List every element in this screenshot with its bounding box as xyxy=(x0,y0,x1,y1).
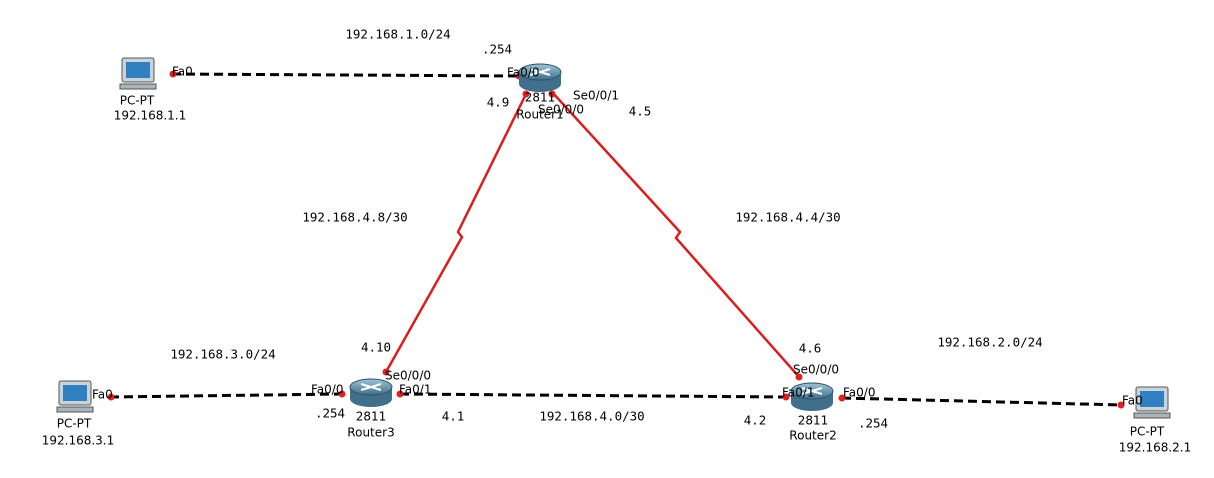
pc-icon[interactable] xyxy=(119,57,157,90)
port-label: Fa0 xyxy=(172,65,193,79)
port-label: Se0/0/0 xyxy=(385,369,431,383)
port-dot xyxy=(169,70,177,78)
address-label: .254 xyxy=(315,406,345,421)
ethernet-link xyxy=(841,396,1123,407)
router-model: 2811 xyxy=(356,410,387,424)
address-label: 4.1 xyxy=(442,409,465,424)
address-label: 4.5 xyxy=(629,104,652,119)
port-label: Fa0/0 xyxy=(843,386,875,400)
network-label: 192.168.4.4/30 xyxy=(735,210,840,225)
router-name: Router1 xyxy=(516,108,563,122)
pc-model: PC-PT xyxy=(57,417,92,431)
address-label: 4.10 xyxy=(361,340,391,355)
network-label: 192.168.1.0/24 xyxy=(345,27,450,42)
router-name: Router3 xyxy=(347,426,394,440)
router-model: 2811 xyxy=(525,91,556,105)
port-label: Fa0/0 xyxy=(507,66,539,80)
port-dot xyxy=(107,393,115,401)
port-dot xyxy=(396,390,404,398)
pc-ip: 192.168.2.1 xyxy=(1119,441,1192,455)
port-dot xyxy=(1117,401,1125,409)
router-name: Router2 xyxy=(789,429,836,443)
port-label: Fa0 xyxy=(92,388,113,402)
address-label: 4.2 xyxy=(744,413,767,428)
port-dot xyxy=(782,393,790,401)
address-label: .254 xyxy=(482,42,512,57)
port-dot xyxy=(522,90,530,98)
network-label: 192.168.3.0/24 xyxy=(170,347,275,362)
port-dot xyxy=(338,390,346,398)
port-label: Fa0/0 xyxy=(311,383,343,397)
ethernet-link xyxy=(171,72,521,78)
router-icon[interactable] xyxy=(790,382,834,411)
port-label: Se0/0/0 xyxy=(793,363,839,377)
port-dot xyxy=(838,394,846,402)
router-icon[interactable] xyxy=(349,378,393,407)
port-dots xyxy=(107,70,1125,409)
address-label: .254 xyxy=(858,416,888,431)
port-label: Se0/0/1 xyxy=(573,89,619,103)
port-dot xyxy=(382,368,390,376)
address-label: 4.6 xyxy=(799,341,822,356)
network-label: 192.168.4.0/30 xyxy=(539,409,644,424)
ethernet-link xyxy=(109,392,343,399)
port-dot xyxy=(548,90,556,98)
pc-ip: 192.168.3.1 xyxy=(42,434,115,448)
serial-link xyxy=(384,91,529,373)
address-label: 4.9 xyxy=(487,95,510,110)
pc-model: PC-PT xyxy=(1130,425,1165,439)
pc-model: PC-PT xyxy=(120,94,155,108)
network-label: 192.168.2.0/24 xyxy=(937,335,1042,350)
port-label: Fa0/1 xyxy=(399,383,431,397)
port-label: Se0/0/0 xyxy=(538,103,584,117)
port-label: Fa0 xyxy=(1122,394,1143,408)
pc-icon[interactable] xyxy=(56,380,94,413)
port-dot xyxy=(795,373,803,381)
router-icon[interactable] xyxy=(518,63,562,92)
ethernet-link xyxy=(399,392,787,399)
pc-ip: 192.168.1.1 xyxy=(114,109,187,123)
network-label: 192.168.4.8/30 xyxy=(302,210,407,225)
pc-icon[interactable] xyxy=(1133,386,1171,419)
serial-link xyxy=(551,91,801,379)
router-model: 2811 xyxy=(798,414,829,428)
port-label: Fa0/1 xyxy=(782,386,814,400)
